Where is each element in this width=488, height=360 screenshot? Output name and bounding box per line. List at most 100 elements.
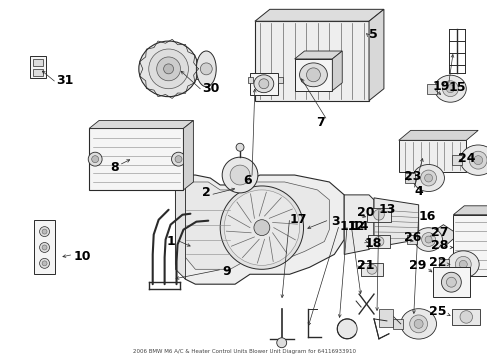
- Polygon shape: [373, 198, 418, 247]
- Bar: [247, 77, 252, 83]
- Circle shape: [442, 81, 457, 96]
- Text: 6: 6: [243, 174, 251, 186]
- Text: 30: 30: [202, 82, 219, 95]
- Polygon shape: [294, 51, 342, 59]
- Circle shape: [373, 210, 384, 220]
- Bar: [254, 21, 368, 100]
- Circle shape: [441, 272, 460, 292]
- Text: 3: 3: [331, 215, 339, 228]
- Polygon shape: [427, 225, 457, 247]
- Text: 14: 14: [350, 220, 368, 233]
- Circle shape: [276, 338, 286, 348]
- Polygon shape: [368, 9, 383, 100]
- Text: 25: 25: [428, 306, 446, 319]
- Text: 31: 31: [56, 74, 74, 87]
- Text: 5: 5: [368, 28, 377, 41]
- Text: 20: 20: [356, 206, 374, 219]
- Text: 22: 22: [428, 256, 446, 269]
- Circle shape: [224, 190, 299, 265]
- Bar: [426, 84, 436, 94]
- Ellipse shape: [139, 41, 198, 96]
- Polygon shape: [398, 130, 477, 140]
- Text: 27: 27: [429, 226, 447, 239]
- Text: 23: 23: [403, 170, 420, 183]
- Circle shape: [171, 152, 185, 166]
- Circle shape: [306, 68, 320, 82]
- Circle shape: [148, 49, 188, 89]
- Bar: [398, 140, 466, 172]
- Text: 4: 4: [414, 185, 423, 198]
- Text: 7: 7: [316, 116, 325, 129]
- Bar: [452, 215, 488, 276]
- Polygon shape: [183, 121, 193, 190]
- Circle shape: [92, 156, 99, 163]
- Text: 15: 15: [447, 81, 465, 94]
- Polygon shape: [175, 175, 344, 284]
- Bar: [439, 260, 448, 269]
- Ellipse shape: [196, 51, 216, 87]
- Text: 18: 18: [365, 237, 382, 250]
- Ellipse shape: [447, 251, 478, 278]
- Ellipse shape: [299, 63, 326, 87]
- Bar: [404, 173, 414, 183]
- Circle shape: [459, 311, 471, 323]
- Bar: [277, 77, 282, 83]
- Circle shape: [156, 57, 180, 81]
- Bar: [33, 69, 42, 76]
- Circle shape: [163, 64, 173, 74]
- Bar: [366, 208, 390, 222]
- Circle shape: [454, 256, 470, 272]
- Circle shape: [366, 264, 376, 274]
- Circle shape: [42, 229, 47, 234]
- Circle shape: [409, 315, 427, 333]
- Circle shape: [473, 156, 482, 165]
- Ellipse shape: [414, 228, 442, 251]
- Circle shape: [468, 151, 486, 169]
- Bar: [33, 59, 42, 66]
- Bar: [249, 73, 277, 95]
- Polygon shape: [344, 195, 373, 255]
- Circle shape: [458, 260, 467, 268]
- Circle shape: [200, 63, 212, 75]
- Text: 16: 16: [418, 210, 435, 223]
- Circle shape: [253, 220, 269, 235]
- Circle shape: [424, 174, 432, 182]
- Polygon shape: [452, 206, 488, 215]
- Text: 1: 1: [166, 235, 175, 248]
- Polygon shape: [332, 51, 342, 91]
- Bar: [367, 235, 389, 248]
- Circle shape: [420, 170, 436, 186]
- Text: 29: 29: [408, 259, 426, 272]
- Circle shape: [446, 277, 455, 287]
- Bar: [294, 59, 332, 91]
- Text: 21: 21: [356, 259, 374, 272]
- Circle shape: [40, 227, 49, 237]
- Text: 19: 19: [432, 80, 449, 93]
- Circle shape: [424, 236, 431, 243]
- Bar: [378, 309, 392, 327]
- Text: 11: 11: [339, 220, 356, 233]
- Circle shape: [413, 319, 422, 328]
- Text: 24: 24: [457, 152, 475, 165]
- Polygon shape: [254, 9, 383, 21]
- Circle shape: [222, 157, 257, 193]
- Circle shape: [258, 79, 268, 89]
- Text: 26: 26: [403, 231, 420, 244]
- Ellipse shape: [253, 75, 273, 93]
- Bar: [89, 129, 183, 190]
- Text: 2006 BMW M6 A/C & Heater Control Units Blower Unit Diagram for 64116933910: 2006 BMW M6 A/C & Heater Control Units B…: [132, 348, 355, 354]
- Bar: [406, 235, 416, 244]
- Circle shape: [40, 243, 49, 252]
- Bar: [360, 263, 382, 276]
- Circle shape: [175, 156, 182, 163]
- Text: 2: 2: [201, 186, 210, 199]
- Circle shape: [42, 245, 47, 250]
- Text: 28: 28: [430, 239, 447, 252]
- Bar: [34, 220, 55, 274]
- Circle shape: [373, 237, 383, 247]
- Bar: [30, 56, 45, 78]
- Circle shape: [42, 261, 47, 266]
- Text: 8: 8: [110, 161, 119, 174]
- Bar: [451, 309, 479, 325]
- Circle shape: [236, 143, 244, 151]
